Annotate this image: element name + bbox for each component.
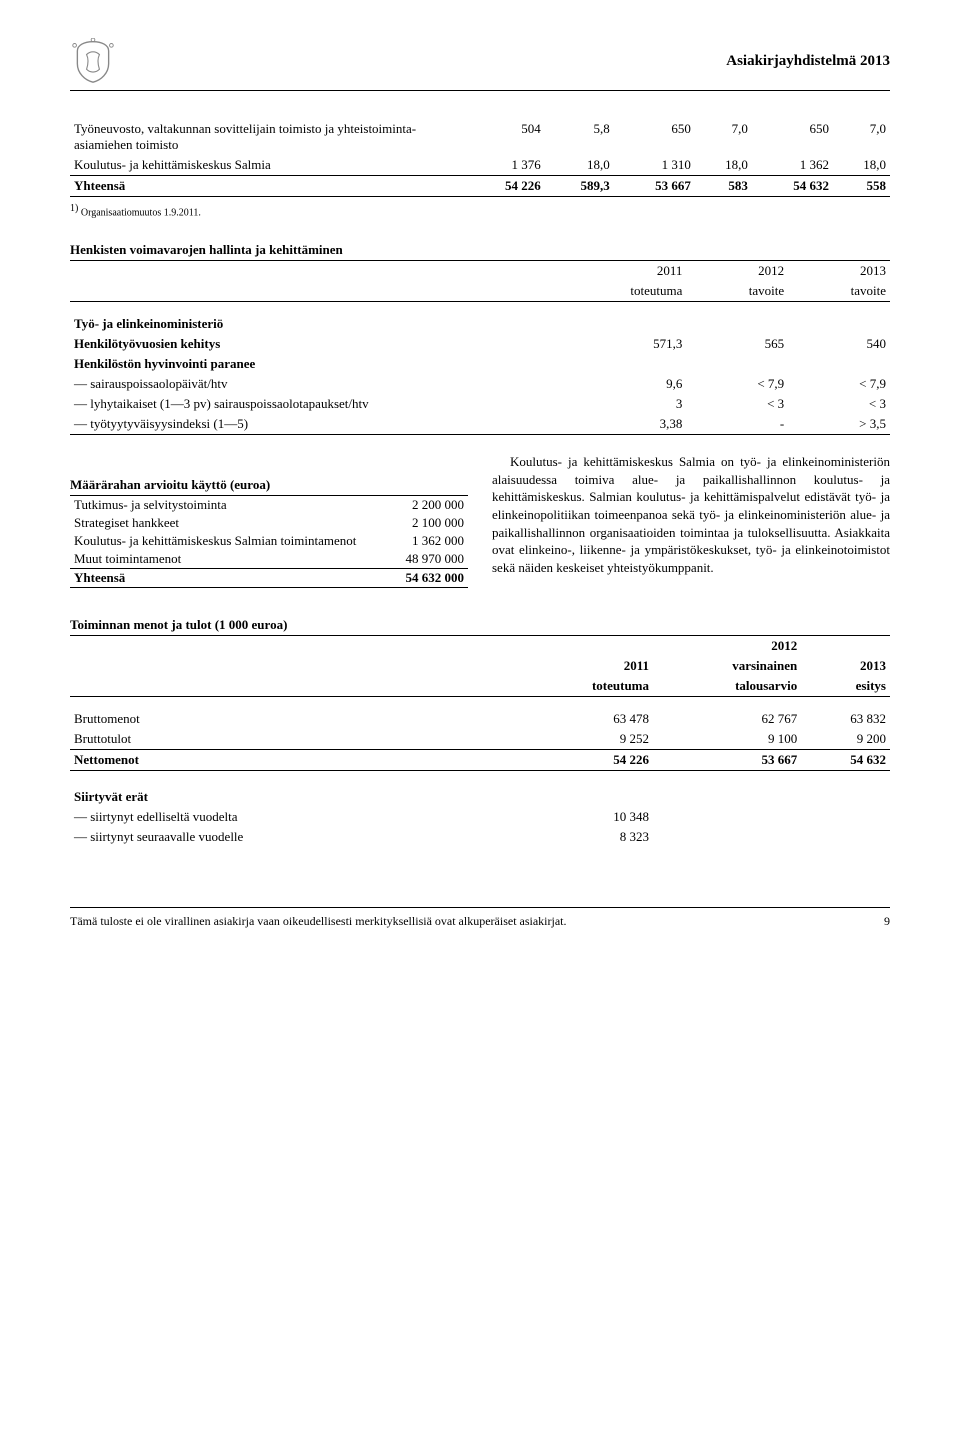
col-header: 2012 (653, 636, 801, 657)
col-header: 2011 (521, 656, 653, 676)
col-subheader: tavoite (788, 281, 890, 302)
cell: 54 632 (752, 176, 833, 197)
row-label: Bruttomenot (70, 709, 521, 729)
cell: 1 362 (752, 155, 833, 176)
page-header: Asiakirjayhdistelmä 2013 (70, 38, 890, 91)
cell: 63 832 (801, 709, 890, 729)
row-label: — työtyytyväisyysindeksi (1—5) (70, 414, 546, 435)
col-subheader: toteutuma (521, 676, 653, 697)
cell: 650 (752, 119, 833, 155)
footer-text: Tämä tuloste ei ole virallinen asiakirja… (70, 914, 567, 929)
cell: 9 200 (801, 729, 890, 750)
cell: 3,38 (546, 414, 687, 435)
cell: 62 767 (653, 709, 801, 729)
cell: 3 (546, 394, 687, 414)
tm-title: Toiminnan menot ja tulot (1 000 euroa) (70, 617, 890, 633)
row-label: Koulutus- ja kehittämiskeskus Salmian to… (70, 532, 394, 550)
cell: 504 (464, 119, 545, 155)
cell: 48 970 000 (394, 550, 468, 569)
row-label: — siirtynyt seuraavalle vuodelle (70, 827, 521, 847)
col-subheader: tavoite (686, 281, 788, 302)
cell: < 7,9 (788, 374, 890, 394)
row-label: Työneuvosto, valtakunnan sovittelijain t… (70, 119, 464, 155)
top-table: Työneuvosto, valtakunnan sovittelijain t… (70, 119, 890, 197)
group-label: Työ- ja elinkeinoministeriö (70, 314, 546, 334)
cell: 54 632 000 (394, 569, 468, 588)
row-label: Muut toimintamenot (70, 550, 394, 569)
footnote-marker: 1) (70, 203, 78, 214)
col-header: 2013 (788, 261, 890, 282)
cell: 53 667 (653, 750, 801, 771)
col-subheader: talousarvio (653, 676, 801, 697)
cell: 583 (695, 176, 752, 197)
cell: 589,3 (545, 176, 614, 197)
row-label: Bruttotulot (70, 729, 521, 750)
mm-table: Tutkimus- ja selvitystoiminta 2 200 000 … (70, 495, 468, 588)
document-title: Asiakirjayhdistelmä 2013 (726, 53, 890, 70)
col-subheader: toteutuma (546, 281, 687, 302)
cell: 54 632 (801, 750, 890, 771)
col-header: 2013 (801, 656, 890, 676)
cell: 1 376 (464, 155, 545, 176)
body-paragraph: Koulutus- ja kehittämiskeskus Salmia on … (492, 453, 890, 576)
footnote-text: Organisaatiomuutos 1.9.2011. (81, 207, 201, 218)
hv-title: Henkisten voimavarojen hallinta ja kehit… (70, 242, 890, 258)
coat-of-arms-icon (70, 38, 116, 84)
cell: 7,0 (833, 119, 890, 155)
row-label: — siirtynyt edelliseltä vuodelta (70, 807, 521, 827)
cell: 1 362 000 (394, 532, 468, 550)
col-subheader: varsinainen (653, 656, 801, 676)
cell: 53 667 (614, 176, 695, 197)
mm-title: Määrärahan arvioitu käyttö (euroa) (70, 477, 468, 493)
row-label: Henkilötyövuosien kehitys (70, 334, 546, 354)
total-label: Yhteensä (70, 569, 394, 588)
row-label: Tutkimus- ja selvitystoiminta (70, 496, 394, 515)
cell: 54 226 (521, 750, 653, 771)
cell: < 3 (788, 394, 890, 414)
cell: 63 478 (521, 709, 653, 729)
net-label: Nettomenot (70, 750, 521, 771)
cell: 5,8 (545, 119, 614, 155)
cell: 10 348 (521, 807, 653, 827)
cell: 54 226 (464, 176, 545, 197)
col-header: 2012 (686, 261, 788, 282)
tm-table: 2012 2011 varsinainen 2013 toteutuma tal… (70, 635, 890, 847)
cell: 9,6 (546, 374, 687, 394)
row-label: Henkilöstön hyvinvointi paranee (70, 354, 546, 374)
cell: 571,3 (546, 334, 687, 354)
cell: 650 (614, 119, 695, 155)
cell: 9 100 (653, 729, 801, 750)
cell: 8 323 (521, 827, 653, 847)
page-footer: Tämä tuloste ei ole virallinen asiakirja… (70, 907, 890, 929)
cell: < 3 (686, 394, 788, 414)
cell: - (686, 414, 788, 435)
page-number: 9 (884, 914, 890, 929)
row-label: — sairauspoissaolopäivät/htv (70, 374, 546, 394)
row-label: Koulutus- ja kehittämiskeskus Salmia (70, 155, 464, 176)
row-label: — lyhytaikaiset (1—3 pv) sairauspoissaol… (70, 394, 546, 414)
cell: 565 (686, 334, 788, 354)
total-label: Yhteensä (70, 176, 464, 197)
col-header: 2011 (546, 261, 687, 282)
cell: 9 252 (521, 729, 653, 750)
cell: 18,0 (545, 155, 614, 176)
hv-table: 2011 2012 2013 toteutuma tavoite tavoite… (70, 260, 890, 435)
cell: 2 200 000 (394, 496, 468, 515)
cell: 2 100 000 (394, 514, 468, 532)
cell: < 7,9 (686, 374, 788, 394)
cell: 558 (833, 176, 890, 197)
cell: 540 (788, 334, 890, 354)
row-label: Strategiset hankkeet (70, 514, 394, 532)
footnote: 1) Organisaatiomuutos 1.9.2011. (70, 203, 890, 218)
cell: 18,0 (833, 155, 890, 176)
cell: 1 310 (614, 155, 695, 176)
cell: 7,0 (695, 119, 752, 155)
cell: 18,0 (695, 155, 752, 176)
cell: > 3,5 (788, 414, 890, 435)
siirt-title: Siirtyvät erät (70, 787, 521, 807)
col-subheader: esitys (801, 676, 890, 697)
